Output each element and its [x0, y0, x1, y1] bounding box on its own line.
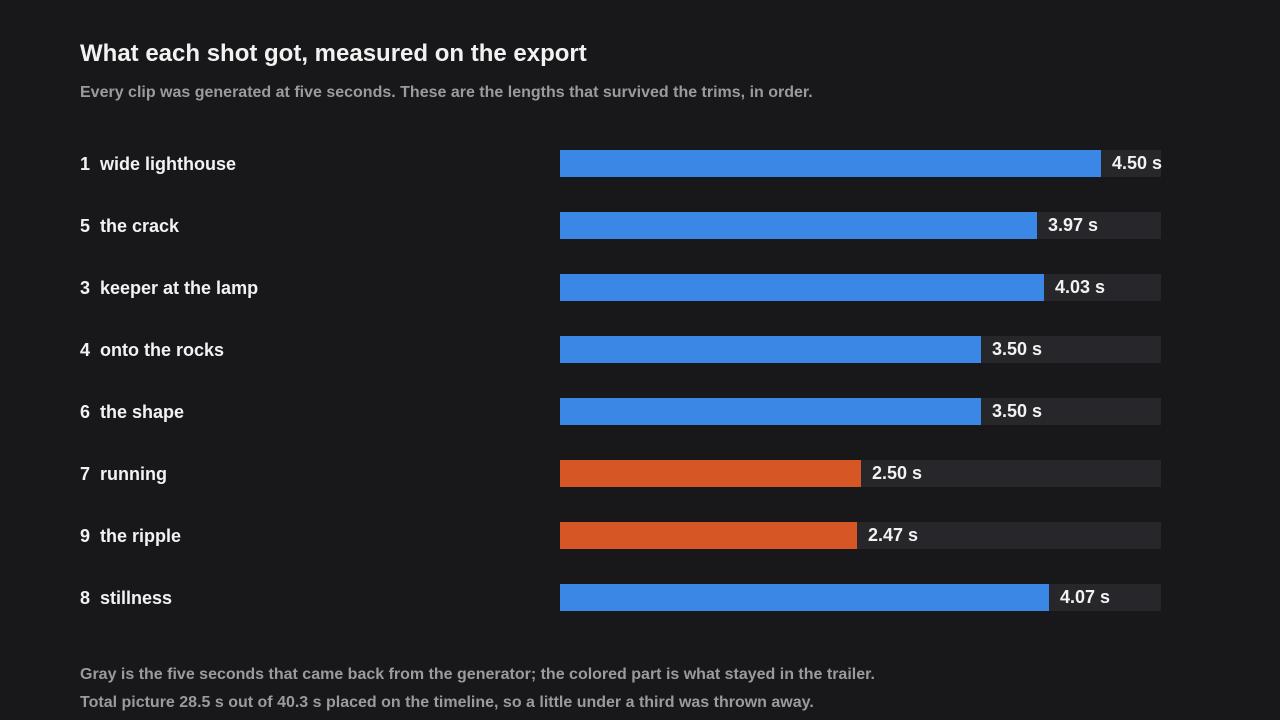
bar-track — [560, 150, 1161, 177]
bar-value-label: 4.03 s — [1055, 277, 1106, 297]
bar-track — [560, 398, 1161, 425]
shot-name: onto the rocks — [100, 340, 225, 360]
bar-fill — [560, 522, 857, 549]
bar-label: 4 onto the rocks — [80, 339, 224, 361]
bar-value-label: 3.50 s — [992, 339, 1043, 359]
bar-fill — [560, 584, 1049, 611]
bar-value-label: 3.50 s — [992, 401, 1043, 421]
bar-track — [560, 336, 1161, 363]
bar-value-label: 4.07 s — [1060, 587, 1111, 607]
shot-number: 7 — [80, 464, 91, 484]
bar-label: 1 wide lighthouse — [80, 153, 236, 175]
bar-track — [560, 460, 1161, 487]
bar-track — [560, 522, 1161, 549]
bar-label: 9 the ripple — [80, 525, 181, 547]
shot-number: 4 — [80, 340, 91, 360]
chart-subtitle: Every clip was generated at five seconds… — [80, 84, 813, 101]
bar-value-label: 2.47 s — [868, 525, 919, 545]
shot-number: 1 — [80, 154, 91, 174]
shot-number: 9 — [80, 526, 91, 546]
bar-fill — [560, 460, 861, 487]
bar-value-label: 4.50 s — [1112, 153, 1163, 173]
footnote-legend: Gray is the five seconds that came back … — [80, 666, 875, 683]
bar-label: 7 running — [80, 463, 167, 485]
bar-label: 3 keeper at the lamp — [80, 277, 258, 299]
shot-number: 6 — [80, 402, 91, 422]
bar-fill — [560, 274, 1044, 301]
shot-name: the shape — [100, 402, 185, 422]
shot-name: the ripple — [100, 526, 182, 546]
bar-value-label: 2.50 s — [872, 463, 923, 483]
shot-name: the crack — [100, 216, 180, 236]
shot-number: 5 — [80, 216, 91, 236]
shot-name: keeper at the lamp — [100, 278, 259, 298]
bar-fill — [560, 150, 1101, 177]
shot-name: running — [100, 464, 167, 484]
bar-track — [560, 584, 1161, 611]
bar-fill — [560, 398, 981, 425]
bar-fill — [560, 336, 981, 363]
bar-label: 8 stillness — [80, 587, 172, 609]
bar-track — [560, 274, 1161, 301]
chart-title: What each shot got, measured on the expo… — [80, 40, 587, 67]
shot-number: 3 — [80, 278, 91, 298]
shot-number: 8 — [80, 588, 91, 608]
bar-label: 5 the crack — [80, 215, 179, 237]
bar-fill — [560, 212, 1037, 239]
bar-label: 6 the shape — [80, 401, 184, 423]
shot-name: stillness — [100, 588, 173, 608]
bar-value-label: 3.97 s — [1048, 215, 1099, 235]
footnote-total: Total picture 28.5 s out of 40.3 s place… — [80, 694, 814, 711]
shot-name: wide lighthouse — [100, 154, 237, 174]
bar-track — [560, 212, 1161, 239]
